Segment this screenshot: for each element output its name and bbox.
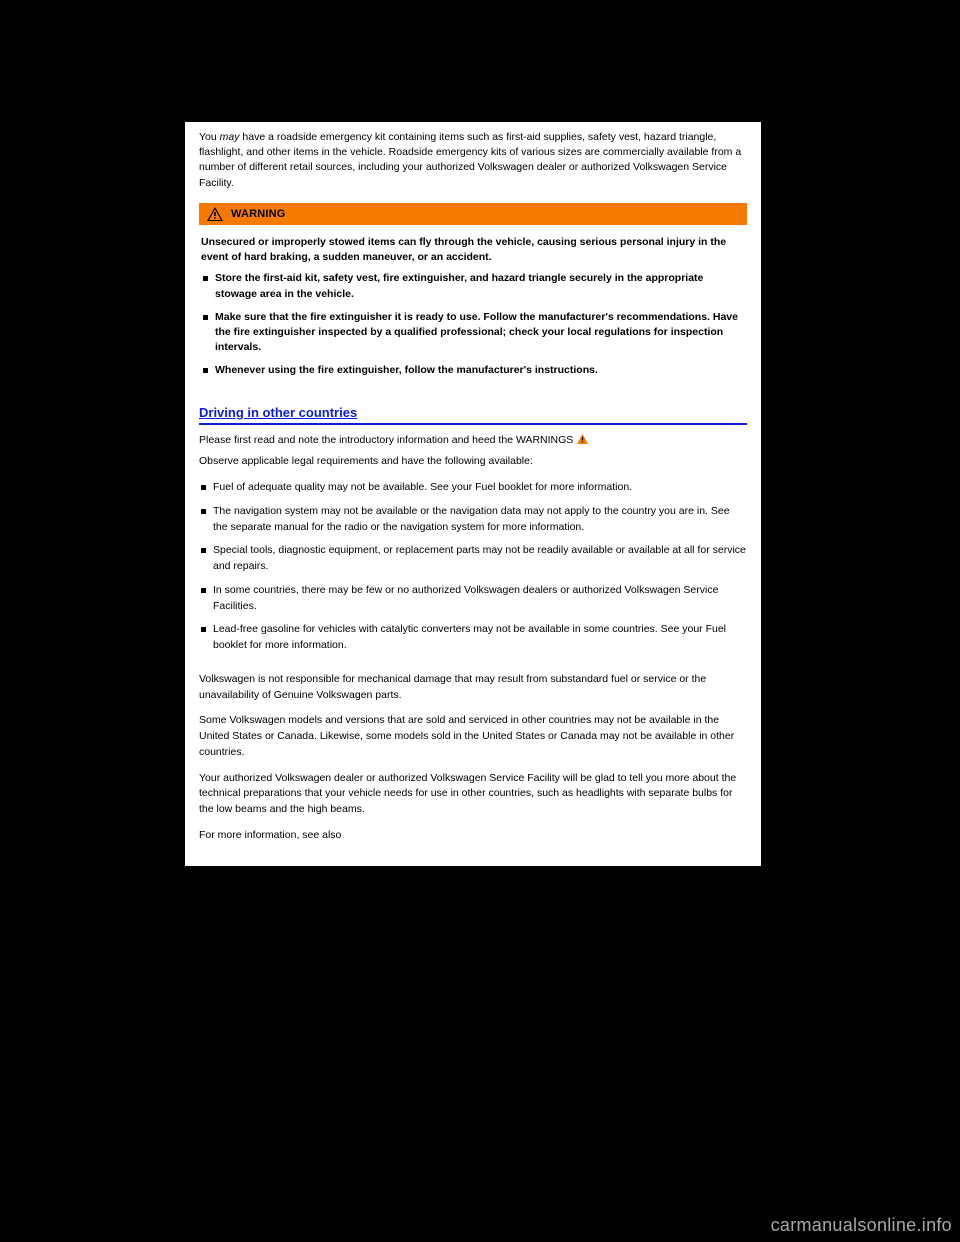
observe-bullet: The navigation system may not be availab… [199,504,747,544]
section-intro-row: Please first read and note the introduct… [199,433,747,455]
warning-lead: Unsecured or improperly stowed items can… [201,231,745,271]
warning-label: WARNING [231,208,286,220]
section-heading: Driving in other countries [185,397,761,423]
more-info-paragraph: Volkswagen is not responsible for mechan… [185,672,761,714]
warning-box: WARNING Unsecured or improperly stowed i… [199,203,747,387]
section-body: Please first read and note the introduct… [185,433,761,672]
warning-triangle-icon [207,207,223,221]
intro-prefix: You [199,131,220,143]
inline-warning-triangle-icon [577,434,588,444]
document-page: You may have a roadside emergency kit co… [185,122,761,866]
intro-rest: have a roadside emergency kit containing… [199,131,741,189]
footer-paragraph: Your authorized Volkswagen dealer or aut… [185,771,761,828]
closing-line: For more information, see also [185,828,761,854]
warning-bullet: Whenever using the fire extinguisher, fo… [201,363,745,386]
intro-emphasis: may [220,131,240,143]
warning-header: WARNING [199,203,747,225]
warning-bullet: Make sure that the fire extinguisher it … [201,310,745,364]
observe-bullet: Lead-free gasoline for vehicles with cat… [199,622,747,662]
warning-bullet: Store the first-aid kit, safety vest, fi… [201,271,745,309]
section-rule [199,423,747,425]
observe-bullet: Special tools, diagnostic equipment, or … [199,543,747,583]
content-wrap: You may have a roadside emergency kit co… [185,122,761,866]
observe-bullet: Fuel of adequate quality may not be avai… [199,480,747,504]
sales-note-paragraph: Some Volkswagen models and versions that… [185,713,761,770]
intro-paragraph: You may have a roadside emergency kit co… [185,130,761,201]
section-intro-prefix: Please first read and note the introduct… [199,434,576,446]
observe-lead: Observe applicable legal requirements an… [199,454,747,476]
warning-body: Unsecured or improperly stowed items can… [199,225,747,387]
observe-bullet: In some countries, there may be few or n… [199,583,747,623]
observe-list: Fuel of adequate quality may not be avai… [199,476,747,662]
warning-list: Store the first-aid kit, safety vest, fi… [201,271,745,386]
watermark: carmanualsonline.info [771,1215,952,1236]
